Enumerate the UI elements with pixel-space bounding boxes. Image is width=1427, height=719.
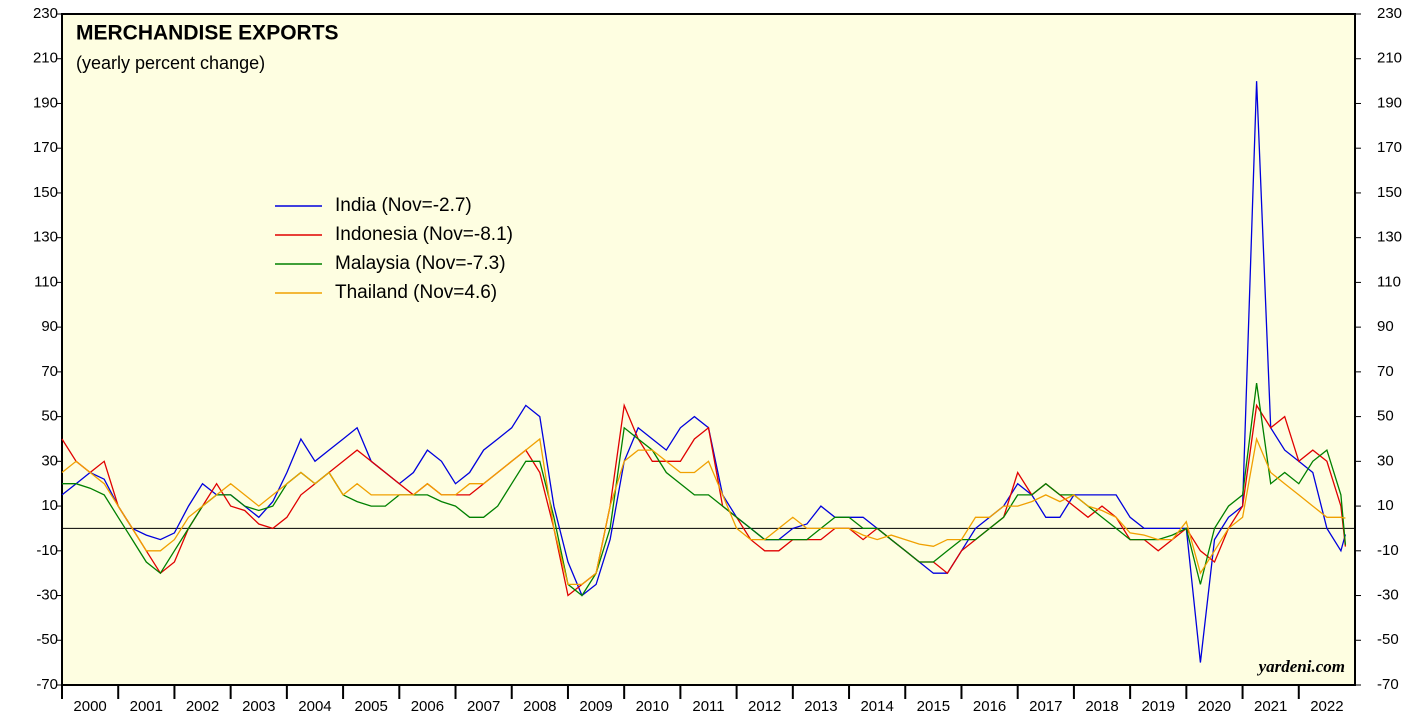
- x-tick-label: 2002: [186, 698, 219, 715]
- x-tick-label: 2014: [860, 698, 893, 715]
- series-line: [62, 383, 1347, 597]
- x-tick-label: 2018: [1085, 698, 1118, 715]
- legend-label: Indonesia (Nov=-8.1): [335, 224, 513, 245]
- x-tick-label: 2021: [1254, 698, 1287, 715]
- x-tick-label: 2022: [1310, 698, 1343, 715]
- y-tick-label: 230: [33, 5, 58, 22]
- y-tick-label: 130: [33, 229, 58, 246]
- y-tick-label: 170: [33, 139, 58, 156]
- legend-label: India (Nov=-2.7): [335, 195, 472, 216]
- y-tick-label-right: -70: [1377, 676, 1399, 693]
- y-tick-label: 10: [41, 497, 58, 514]
- x-tick-label: 2010: [636, 698, 669, 715]
- y-tick-label-right: 70: [1377, 363, 1394, 380]
- x-tick-label: 2016: [973, 698, 1006, 715]
- x-tick-label: 2017: [1029, 698, 1062, 715]
- chart-title: MERCHANDISE EXPORTS: [76, 22, 339, 45]
- y-tick-label-right: 210: [1377, 50, 1402, 67]
- x-tick-label: 2004: [298, 698, 331, 715]
- x-tick-label: 2001: [130, 698, 163, 715]
- y-tick-label: 150: [33, 184, 58, 201]
- y-tick-label: 70: [41, 363, 58, 380]
- y-tick-label-right: 10: [1377, 497, 1394, 514]
- x-tick-label: 2012: [748, 698, 781, 715]
- y-tick-label-right: 170: [1377, 139, 1402, 156]
- y-tick-label-right: 90: [1377, 318, 1394, 335]
- y-tick-label: 50: [41, 408, 58, 425]
- x-tick-label: 2007: [467, 698, 500, 715]
- x-tick-label: 2006: [411, 698, 444, 715]
- y-tick-label-right: 150: [1377, 184, 1402, 201]
- legend-label: Thailand (Nov=4.6): [335, 282, 497, 303]
- x-tick-label: 2013: [804, 698, 837, 715]
- y-tick-label: 110: [34, 273, 58, 290]
- y-tick-label: 210: [33, 50, 58, 67]
- x-tick-label: 2020: [1198, 698, 1231, 715]
- y-tick-label-right: 110: [1377, 273, 1401, 290]
- y-tick-label: -10: [36, 542, 58, 559]
- y-tick-label-right: 230: [1377, 5, 1402, 22]
- y-tick-label-right: 190: [1377, 94, 1402, 111]
- y-tick-label-right: 130: [1377, 229, 1402, 246]
- x-tick-label: 2011: [692, 698, 724, 715]
- plot-area: [61, 13, 1356, 686]
- y-tick-label-right: 30: [1377, 452, 1394, 469]
- y-tick-label-right: -10: [1377, 542, 1399, 559]
- y-tick-label-right: -50: [1377, 631, 1399, 648]
- x-tick-label: 2003: [242, 698, 275, 715]
- x-tick-label: 2005: [355, 698, 388, 715]
- series-line: [61, 436, 1346, 586]
- y-tick-label: -30: [36, 587, 58, 604]
- y-tick-label: -50: [36, 631, 58, 648]
- x-tick-label: 2009: [579, 698, 612, 715]
- y-tick-label-right: 50: [1377, 408, 1394, 425]
- x-tick-label: 2015: [917, 698, 950, 715]
- x-tick-label: 2000: [73, 698, 106, 715]
- y-tick-label: -70: [36, 676, 58, 693]
- y-tick-label: 30: [41, 452, 58, 469]
- x-tick-label: 2008: [523, 698, 556, 715]
- x-tick-label: 2019: [1142, 698, 1175, 715]
- y-tick-label: 190: [33, 94, 58, 111]
- y-tick-label-right: -30: [1377, 587, 1399, 604]
- source: yardeni.com: [1257, 657, 1345, 676]
- legend-label: Malaysia (Nov=-7.3): [335, 253, 506, 274]
- y-tick-label: 90: [41, 318, 58, 335]
- chart-subtitle: (yearly percent change): [76, 53, 265, 73]
